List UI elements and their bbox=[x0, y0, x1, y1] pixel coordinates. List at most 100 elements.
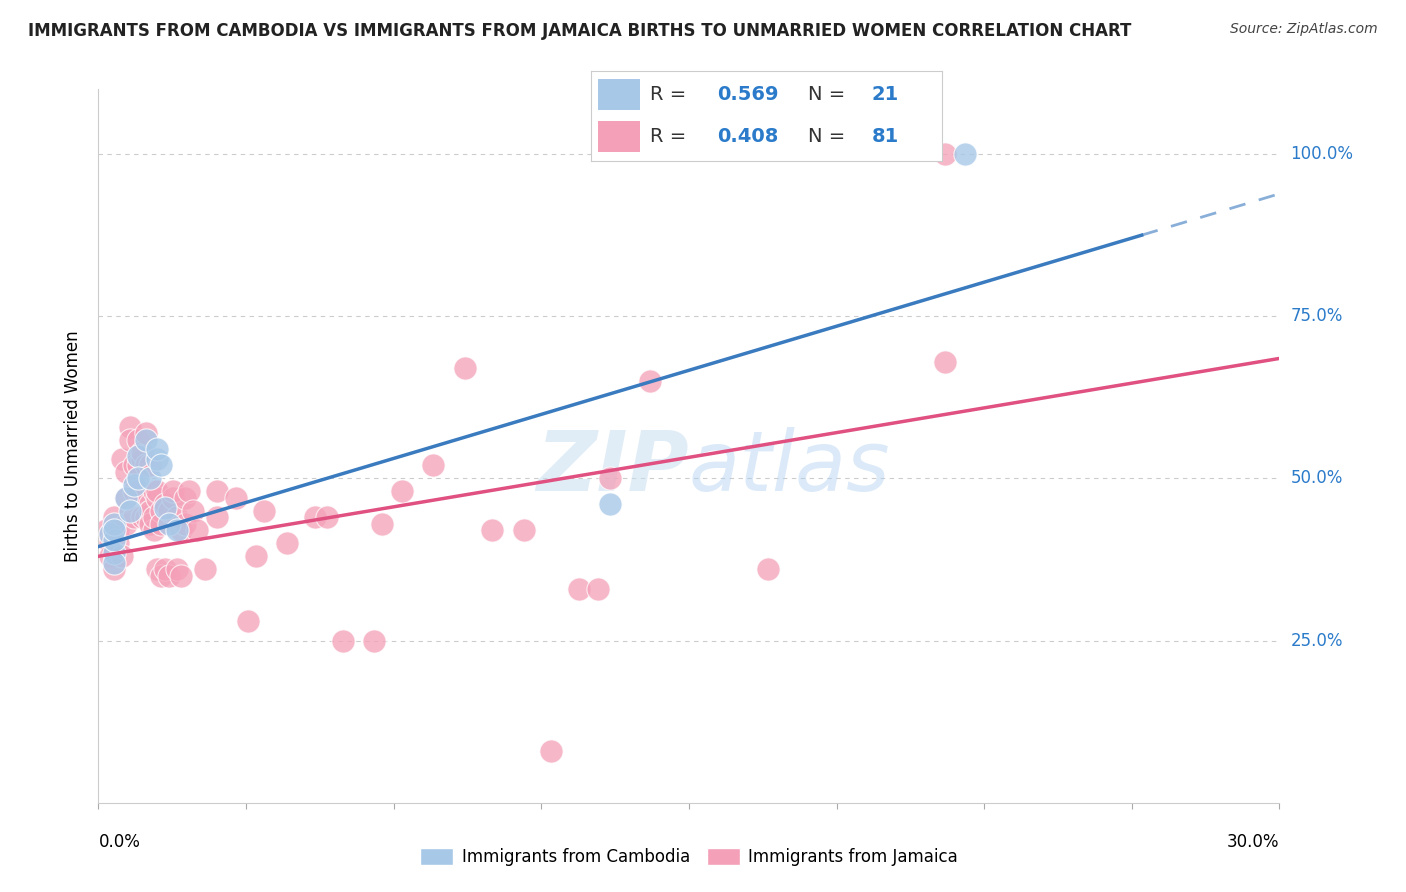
Point bbox=[142, 524, 165, 538]
Bar bbox=[598, 79, 640, 110]
Point bbox=[122, 478, 145, 492]
Point bbox=[103, 562, 125, 576]
Point bbox=[118, 504, 141, 518]
Point bbox=[512, 524, 534, 538]
Point bbox=[174, 516, 197, 531]
Point bbox=[115, 491, 138, 505]
Point bbox=[599, 471, 621, 485]
Point bbox=[453, 361, 475, 376]
Point bbox=[115, 491, 138, 505]
Point bbox=[115, 465, 138, 479]
Point bbox=[118, 419, 141, 434]
Point bbox=[371, 516, 394, 531]
Point bbox=[127, 484, 149, 499]
Point bbox=[135, 425, 157, 440]
Point bbox=[245, 549, 267, 564]
Point bbox=[157, 568, 180, 582]
Point bbox=[135, 510, 157, 524]
Point bbox=[162, 484, 184, 499]
Point bbox=[481, 524, 503, 538]
Point bbox=[103, 556, 125, 570]
Point bbox=[150, 516, 173, 531]
Point bbox=[146, 562, 169, 576]
Point bbox=[115, 516, 138, 531]
Point bbox=[131, 445, 153, 459]
Point bbox=[177, 484, 200, 499]
Point bbox=[194, 562, 217, 576]
Text: 30.0%: 30.0% bbox=[1227, 833, 1279, 851]
Point bbox=[150, 568, 173, 582]
Point bbox=[181, 504, 204, 518]
Point bbox=[588, 582, 610, 596]
Point bbox=[127, 433, 149, 447]
Point bbox=[155, 500, 177, 515]
Point bbox=[131, 510, 153, 524]
Point bbox=[236, 614, 259, 628]
Point bbox=[142, 510, 165, 524]
Point bbox=[103, 546, 125, 560]
Text: R =: R = bbox=[650, 85, 693, 104]
Point bbox=[934, 354, 956, 368]
Text: 0.569: 0.569 bbox=[717, 85, 779, 104]
Point bbox=[135, 458, 157, 473]
Point bbox=[135, 433, 157, 447]
Point bbox=[540, 744, 562, 758]
Point bbox=[157, 504, 180, 518]
Point bbox=[953, 147, 976, 161]
Point bbox=[96, 524, 118, 538]
Point bbox=[422, 458, 444, 473]
Bar bbox=[598, 121, 640, 152]
Point bbox=[253, 504, 276, 518]
Text: 50.0%: 50.0% bbox=[1291, 469, 1343, 487]
Text: R =: R = bbox=[650, 127, 693, 146]
Point bbox=[98, 536, 121, 550]
Point bbox=[138, 471, 160, 485]
Point bbox=[166, 562, 188, 576]
Point bbox=[162, 491, 184, 505]
Text: 100.0%: 100.0% bbox=[1291, 145, 1354, 163]
Point bbox=[157, 516, 180, 531]
Text: Source: ZipAtlas.com: Source: ZipAtlas.com bbox=[1230, 22, 1378, 37]
Text: 0.0%: 0.0% bbox=[98, 833, 141, 851]
Point bbox=[638, 374, 661, 388]
Point bbox=[186, 524, 208, 538]
Point bbox=[150, 458, 173, 473]
Point bbox=[107, 524, 129, 538]
Point bbox=[155, 562, 177, 576]
Point bbox=[138, 497, 160, 511]
Point bbox=[332, 633, 354, 648]
Point bbox=[122, 458, 145, 473]
Point bbox=[111, 549, 134, 564]
Point bbox=[599, 497, 621, 511]
Point bbox=[122, 484, 145, 499]
Point bbox=[103, 516, 125, 531]
Legend: Immigrants from Cambodia, Immigrants from Jamaica: Immigrants from Cambodia, Immigrants fro… bbox=[413, 841, 965, 873]
Text: 25.0%: 25.0% bbox=[1291, 632, 1343, 649]
Text: 0.408: 0.408 bbox=[717, 127, 779, 146]
Point bbox=[146, 484, 169, 499]
Text: ZIP: ZIP bbox=[536, 427, 689, 508]
Point bbox=[138, 516, 160, 531]
Point bbox=[127, 471, 149, 485]
Point bbox=[568, 582, 591, 596]
Point bbox=[756, 562, 779, 576]
Text: IMMIGRANTS FROM CAMBODIA VS IMMIGRANTS FROM JAMAICA BIRTHS TO UNMARRIED WOMEN CO: IMMIGRANTS FROM CAMBODIA VS IMMIGRANTS F… bbox=[28, 22, 1132, 40]
Point bbox=[276, 536, 298, 550]
Text: atlas: atlas bbox=[689, 427, 890, 508]
Point bbox=[103, 510, 125, 524]
Point bbox=[170, 524, 193, 538]
Point bbox=[166, 510, 188, 524]
Point bbox=[205, 484, 228, 499]
Point bbox=[131, 452, 153, 467]
Point bbox=[174, 491, 197, 505]
Point bbox=[127, 449, 149, 463]
Point bbox=[107, 536, 129, 550]
Point bbox=[155, 497, 177, 511]
Text: 81: 81 bbox=[872, 127, 898, 146]
Point bbox=[127, 458, 149, 473]
Text: 21: 21 bbox=[872, 85, 898, 104]
Point bbox=[205, 510, 228, 524]
Point bbox=[138, 504, 160, 518]
Point bbox=[166, 524, 188, 538]
Point bbox=[138, 458, 160, 473]
